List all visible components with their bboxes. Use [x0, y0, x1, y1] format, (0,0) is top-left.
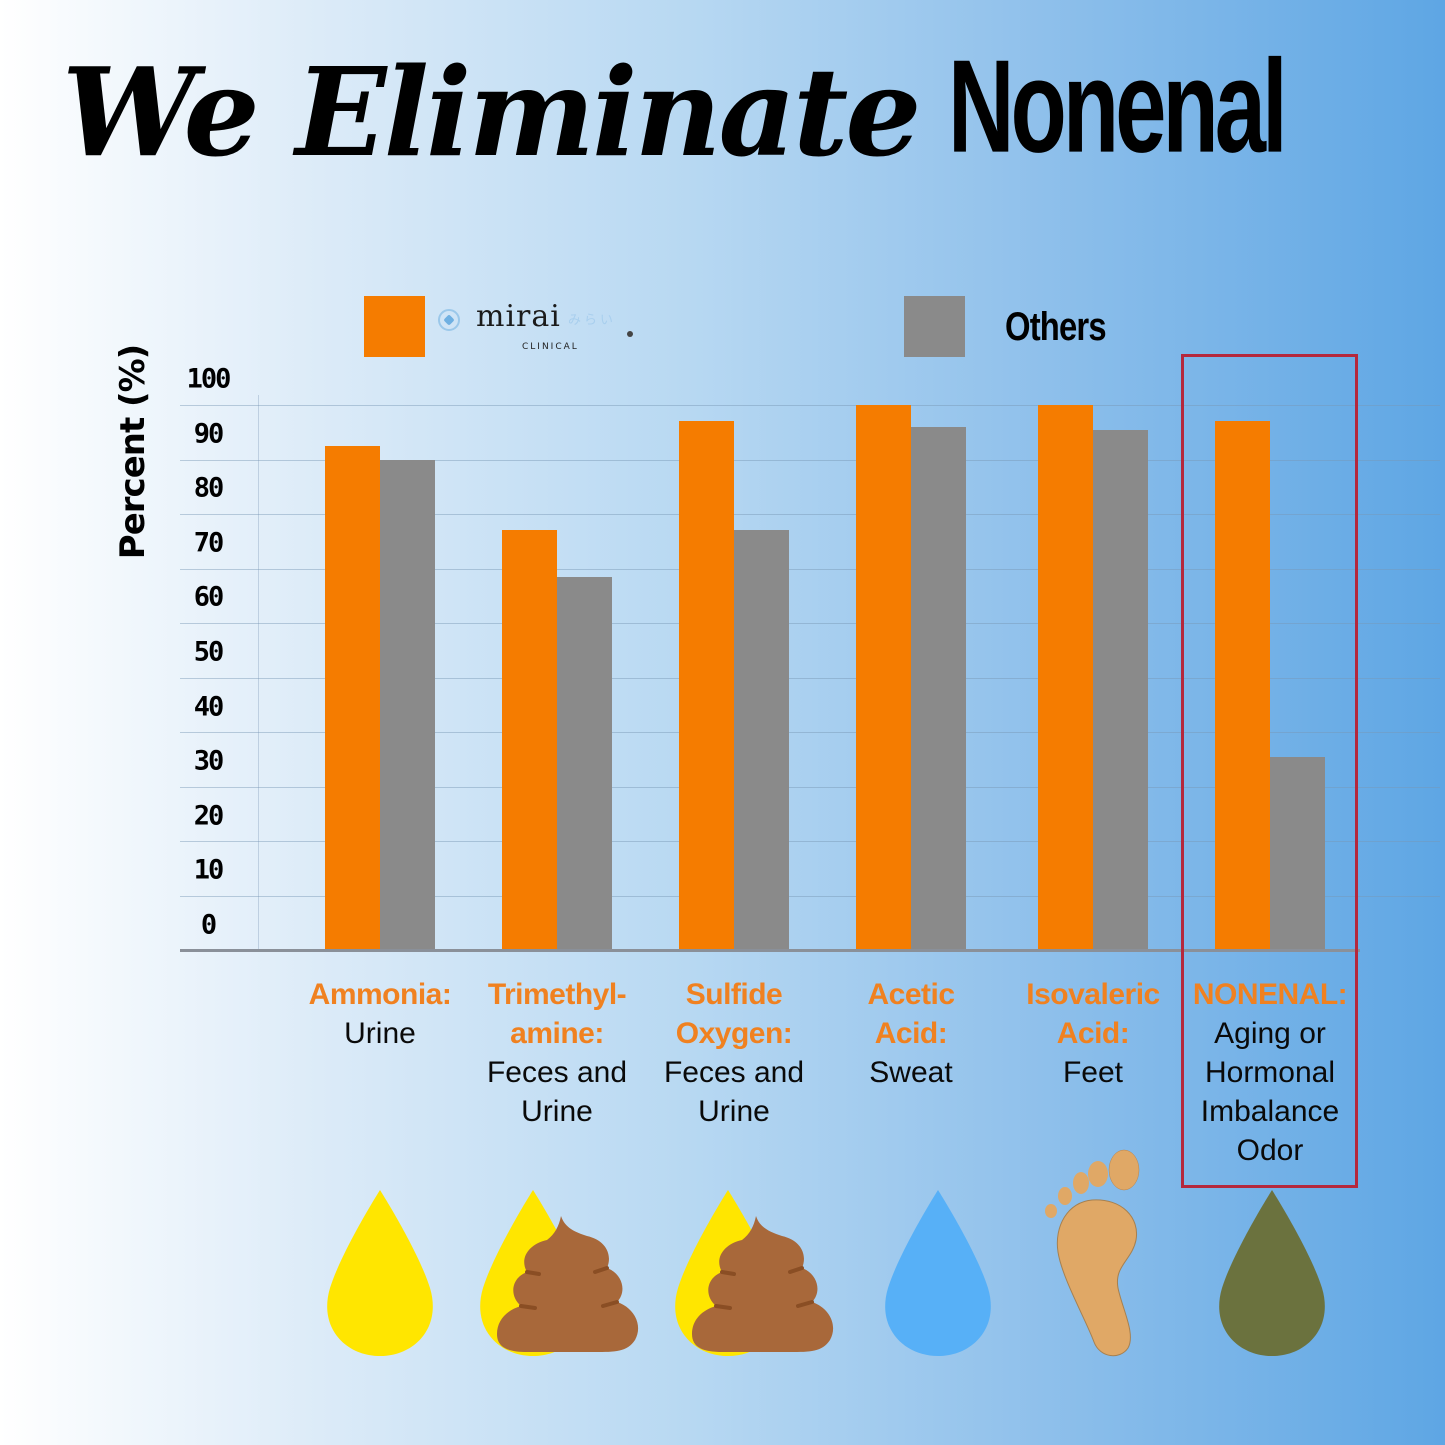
logo-dot	[627, 331, 633, 337]
odor-source: Urine	[521, 1095, 593, 1128]
category-label: Sulfide Oxygen: Feces and Urine	[644, 975, 824, 1131]
urine-drop-with-feces-icon	[675, 1190, 834, 1356]
bar-mirai	[325, 445, 380, 950]
bar-mirai	[856, 405, 911, 950]
gridline	[180, 459, 1440, 461]
y-tick-label: 30	[193, 745, 225, 777]
feces-icon	[692, 1216, 834, 1352]
bar-mirai	[679, 421, 734, 950]
odor-source: Imbalance	[1200, 1095, 1340, 1128]
legend-label-others: Others	[1005, 305, 1107, 349]
feces-icon	[497, 1216, 639, 1352]
flower-logo-icon	[438, 309, 460, 331]
bar-others	[1093, 429, 1148, 950]
logo-subtitle: CLINICAL	[522, 342, 579, 352]
odor-source: Feces and	[486, 1056, 628, 1089]
title-italic-part: We Eliminate	[62, 40, 921, 184]
bar-others	[1270, 756, 1325, 950]
category-label: Acetic Acid: Sweat	[821, 975, 1001, 1092]
mirai-clinical-logo: mirai みらい CLINICAL	[438, 299, 648, 355]
y-tick-label: 20	[193, 800, 225, 832]
y-tick-label: 80	[193, 472, 225, 504]
odor-source: Odor	[1236, 1134, 1304, 1167]
bar-others	[911, 426, 966, 950]
y-tick-label: 0	[200, 909, 217, 941]
gridline	[180, 405, 1440, 406]
y-axis-line	[258, 395, 259, 950]
bar-mirai	[1215, 421, 1270, 950]
chemical-name: NONENAL:	[1192, 978, 1348, 1011]
y-axis-label: Percent (%)	[113, 344, 153, 560]
odor-source: Sweat	[869, 1056, 953, 1089]
bar-others	[734, 530, 789, 950]
title-bold-part: Nonenal	[948, 32, 1288, 181]
chemical-name: Acid:	[874, 1017, 948, 1050]
category-label: Ammonia: Urine	[290, 975, 470, 1053]
chemical-name: Oxygen:	[675, 1017, 793, 1050]
odor-source: Urine	[344, 1017, 416, 1050]
chemical-name: Acid:	[1056, 1017, 1130, 1050]
y-tick-label: 100	[186, 363, 232, 395]
gridline	[180, 514, 1440, 515]
logo-wordmark: mirai	[476, 299, 561, 334]
category-label: Isovaleric Acid: Feet	[1003, 975, 1183, 1092]
category-label: NONENAL: Aging or Hormonal Imbalance Odor	[1180, 975, 1360, 1170]
odor-source: Feet	[1062, 1056, 1124, 1089]
chemical-name: Ammonia:	[308, 978, 452, 1011]
nonenal-highlight-box	[1181, 354, 1358, 1188]
bar-others	[380, 459, 435, 950]
y-tick-label: 90	[193, 418, 225, 450]
chemical-name: Acetic	[867, 978, 955, 1011]
bar-others	[557, 576, 612, 950]
urine-drop-with-feces-icon	[480, 1190, 639, 1356]
chemical-name: Trimethyl-	[487, 978, 627, 1011]
legend-swatch-others	[904, 296, 965, 357]
blue-sweat-drop-icon	[885, 1190, 991, 1356]
yellow-urine-drop-icon	[327, 1190, 433, 1356]
gridline	[180, 677, 1440, 679]
gridline	[180, 623, 1440, 624]
chemical-name: Sulfide	[685, 978, 783, 1011]
y-tick-label: 50	[193, 636, 225, 668]
odor-source: Hormonal	[1204, 1056, 1336, 1089]
y-tick-label: 40	[193, 691, 225, 723]
y-tick-label: 60	[193, 581, 225, 613]
odor-source: Feces and	[663, 1056, 805, 1089]
gridline	[180, 895, 1440, 897]
chemical-name: Isovaleric	[1026, 978, 1160, 1011]
foot-icon	[1045, 1149, 1140, 1357]
logo-japanese: みらい	[568, 313, 617, 328]
bar-mirai	[1038, 405, 1093, 950]
chemical-name: amine:	[510, 1017, 604, 1050]
bar-mirai	[502, 530, 557, 950]
odor-source: Urine	[698, 1095, 770, 1128]
page-title: We Eliminate Nonenal	[62, 33, 1392, 200]
gridline	[180, 841, 1440, 842]
y-tick-label: 10	[193, 854, 225, 886]
odor-source: Aging or	[1214, 1017, 1326, 1050]
gridline	[180, 786, 1440, 788]
category-label: Trimethyl-amine: Feces and Urine	[467, 975, 647, 1131]
y-tick-label: 70	[193, 527, 225, 559]
olive-nonenal-drop-icon	[1219, 1190, 1325, 1356]
legend-swatch-mirai	[364, 296, 425, 357]
x-axis-baseline	[180, 949, 1360, 952]
gridline	[180, 568, 1440, 570]
gridline	[180, 732, 1440, 733]
